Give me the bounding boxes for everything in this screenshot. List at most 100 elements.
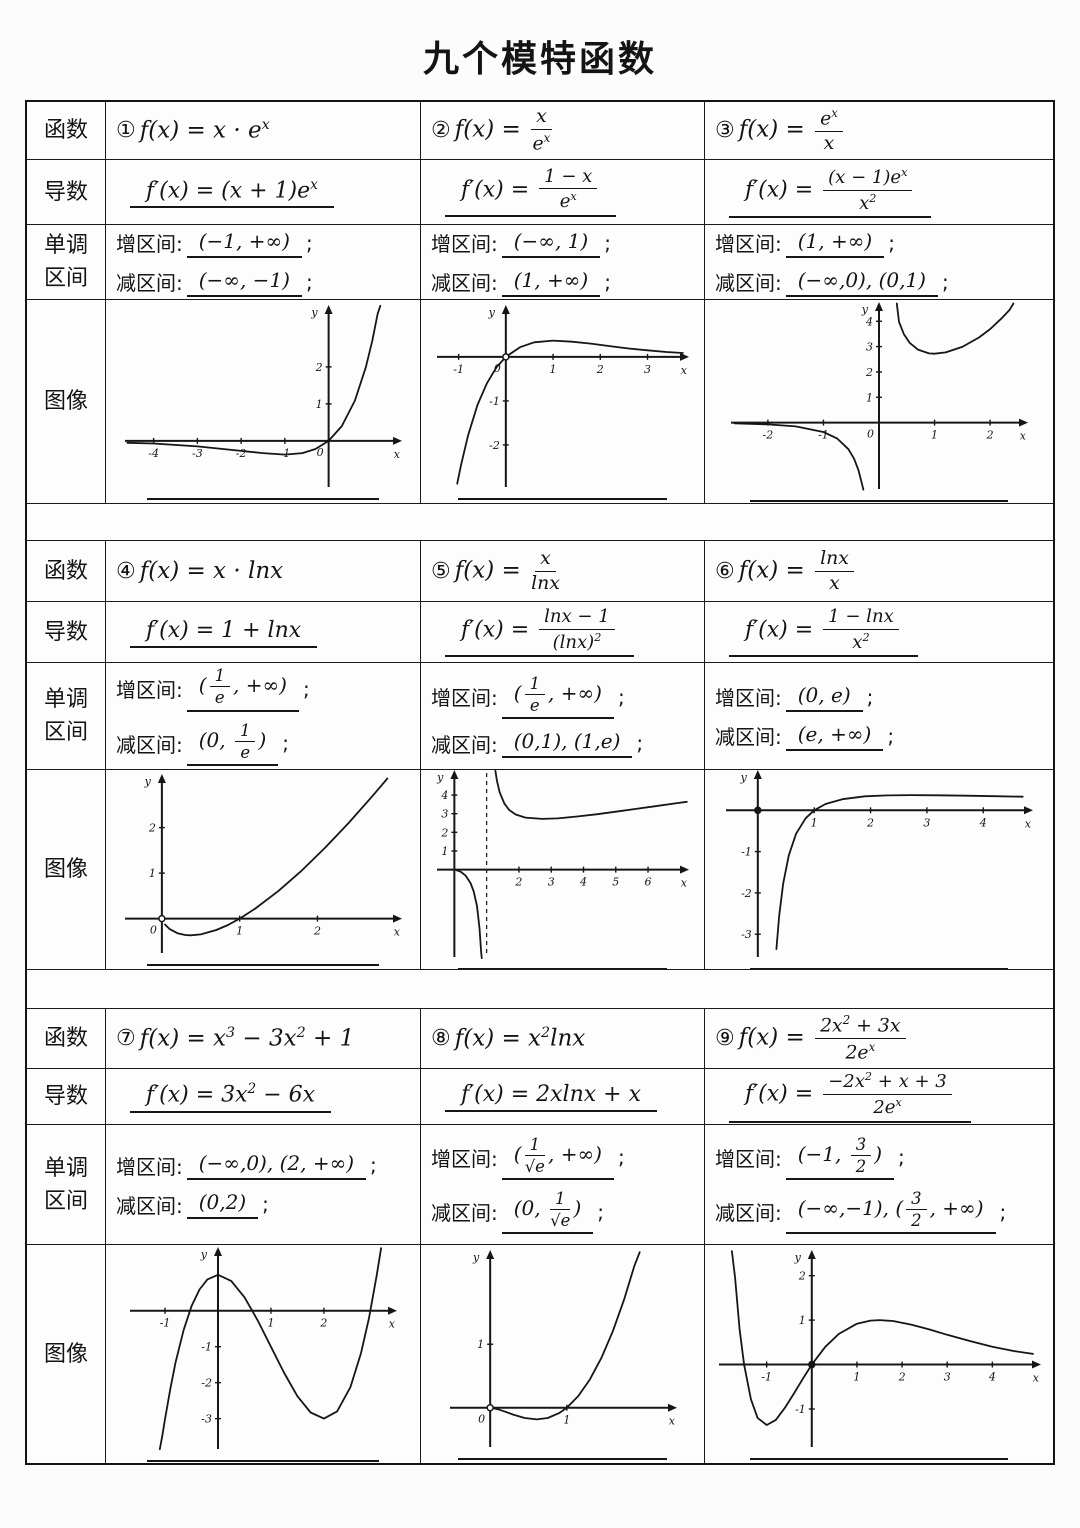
interval-value: (−∞, −1)	[186, 267, 302, 297]
row-label-graph: 图像	[27, 769, 105, 969]
function-graph: -1 1 2 -1 -2 -3 y x	[130, 1247, 397, 1451]
graph-underline	[749, 500, 1009, 502]
block-separator	[27, 503, 1053, 541]
svg-text:0: 0	[867, 428, 874, 441]
interval-value: (1, +∞)	[501, 267, 601, 297]
function-formula: f(x) = x ex	[454, 105, 552, 155]
svg-text:y: y	[200, 1248, 208, 1261]
graph-underline	[458, 1457, 667, 1460]
svg-text:-1: -1	[741, 846, 752, 859]
page-title: 九个模特函数	[422, 39, 657, 80]
decrease-line: 减区间: (0,1), (1,e);	[431, 729, 644, 759]
decrease-line: 减区间: (−∞,−1), (3 2, +∞);	[715, 1189, 1010, 1235]
svg-text:-1: -1	[280, 446, 291, 459]
function-formula: f(x) = ex x	[739, 107, 846, 154]
function-formula: f(x) = x · lnx	[139, 558, 284, 584]
svg-text:x: x	[681, 877, 688, 890]
graph-underline	[458, 497, 667, 500]
derivative-cell: f′(x) = (x − 1)ex x2	[704, 159, 1053, 224]
graph-cell: -1 1 2 3 -1 -2 y x 0	[420, 299, 704, 503]
svg-text:y: y	[740, 771, 748, 784]
function-formula: f(x) = lnx x	[739, 548, 857, 594]
svg-text:y: y	[488, 306, 496, 319]
svg-text:3: 3	[644, 362, 651, 375]
graph-cell: -2 -1 1 2 1 2 3 4 y x 0	[704, 299, 1053, 503]
derivative-formula: f′(x) = 1 − x ex	[445, 167, 617, 218]
decrease-line: 减区间: (−∞, −1);	[116, 267, 313, 297]
row-label-function: 函数	[43, 1026, 88, 1051]
derivative-formula: f′(x) = (x + 1)ex	[130, 176, 334, 209]
graph-cell: 1 1 y x 0	[420, 1244, 704, 1463]
derivative-cell: f′(x) = 1 + lnx	[105, 601, 420, 662]
graph-container: 1 2 1 2 y x 0	[123, 773, 403, 959]
increase-line: 增区间:(1 e, +∞);	[116, 666, 314, 712]
function-graph: 1 2 3 4 -1 -2 -3 y x	[726, 770, 1033, 957]
svg-text:-3: -3	[201, 1413, 212, 1426]
svg-text:2: 2	[313, 925, 321, 938]
svg-text:1: 1	[563, 1413, 570, 1426]
monotonic-cell: 增区间: (−∞,0), (2, +∞); 减区间: (0,2);	[105, 1124, 420, 1244]
interval-value: (1 e, +∞)	[186, 666, 299, 712]
svg-text:x: x	[389, 1318, 396, 1331]
interval-value: (0,2)	[186, 1189, 259, 1219]
svg-text:0: 0	[317, 445, 324, 458]
svg-text:6: 6	[645, 876, 652, 889]
decrease-line: 减区间: (0, 1 e);	[116, 721, 293, 766]
table-block-1: 函数 ① f(x) = x · ex ② f(x) = x ex ③ f(x) = ex…	[27, 102, 1053, 503]
graph-cell: -1 1 2 3 4 2 1 -1 y x	[704, 1244, 1053, 1463]
function-id: ⑧	[431, 1026, 451, 1051]
svg-text:x: x	[1025, 817, 1032, 830]
svg-text:1: 1	[550, 362, 557, 375]
svg-text:4: 4	[440, 789, 448, 802]
derivative-formula: f′(x) = (x − 1)ex x2	[729, 166, 932, 219]
interval-value: (−∞,0), (2, +∞)	[186, 1150, 367, 1180]
interval-value: (0, e)	[785, 682, 863, 712]
graph-container: 2 3 4 5 6 1 2 3 4 y x	[435, 770, 690, 963]
svg-text:2: 2	[319, 1317, 327, 1330]
function-formula: f(x) = x2lnx	[454, 1025, 586, 1052]
monotonic-cell: 增区间:(1 √e, +∞); 减区间: (0, 1 √e);	[420, 1124, 704, 1244]
graph-container: 1 1 y x 0	[448, 1249, 678, 1453]
svg-text:2: 2	[797, 1269, 805, 1282]
graph-underline	[749, 1457, 1009, 1460]
decrease-line: 减区间: (0, 1 √e);	[431, 1189, 608, 1235]
derivative-cell: f′(x) = −2x2 + x + 3 2ex	[704, 1068, 1053, 1124]
derivative-formula: f′(x) = 1 + lnx	[130, 617, 318, 648]
svg-text:x: x	[394, 447, 401, 460]
function-formula: f(x) = 2x2 + 3x 2ex	[739, 1014, 909, 1063]
monotonic-cell: 增区间: (1, +∞); 减区间: (−∞,0), (0,1);	[704, 224, 1053, 299]
svg-text:3: 3	[548, 876, 555, 889]
function-graph: 1 2 1 2 y x 0	[125, 774, 402, 953]
row-label-monotonic: 单调 区间	[27, 662, 105, 769]
interval-value: (1 e, +∞)	[501, 674, 614, 720]
svg-text:y: y	[436, 771, 444, 784]
svg-text:-1: -1	[160, 1317, 171, 1330]
function-formula: f(x) = x lnx	[454, 546, 560, 594]
function-formula: f(x) = x3 − 3x2 + 1	[139, 1025, 355, 1052]
derivative-cell: f′(x) = lnx − 1 (lnx)2	[420, 601, 704, 662]
svg-text:2: 2	[986, 429, 994, 442]
graph-cell: 2 3 4 5 6 1 2 3 4 y x	[420, 769, 704, 969]
svg-text:-2: -2	[489, 438, 500, 451]
increase-line: 增区间: (1, +∞);	[715, 228, 895, 258]
function-cell: ⑥ f(x) = lnx x	[704, 541, 1053, 601]
increase-line: 增区间:(1 √e, +∞);	[431, 1135, 629, 1180]
function-id: ⑥	[715, 558, 735, 584]
derivative-cell: f′(x) = 2xlnx + x	[420, 1068, 704, 1124]
interval-value: (−∞,0), (0,1)	[785, 267, 938, 297]
graph-container: -1 1 2 3 4 2 1 -1 y x	[717, 1249, 1042, 1453]
decrease-line: 减区间: (0,2);	[116, 1189, 269, 1219]
svg-text:-1: -1	[761, 1370, 772, 1383]
function-graph: -1 1 2 3 4 2 1 -1 y x	[718, 1249, 1041, 1447]
svg-text:-3: -3	[741, 928, 752, 941]
decrease-line: 减区间: (1, +∞);	[431, 267, 611, 297]
svg-text:x: x	[1020, 430, 1027, 443]
svg-text:-2: -2	[741, 887, 752, 900]
svg-text:-1: -1	[489, 394, 500, 407]
svg-text:y: y	[861, 303, 869, 316]
derivative-cell: f′(x) = 1 − lnx x2	[704, 601, 1053, 662]
decrease-line: 减区间: (−∞,0), (0,1);	[715, 267, 949, 297]
graph-underline	[146, 964, 380, 966]
derivative-formula: f′(x) = 3x2 − 6x	[130, 1080, 332, 1113]
